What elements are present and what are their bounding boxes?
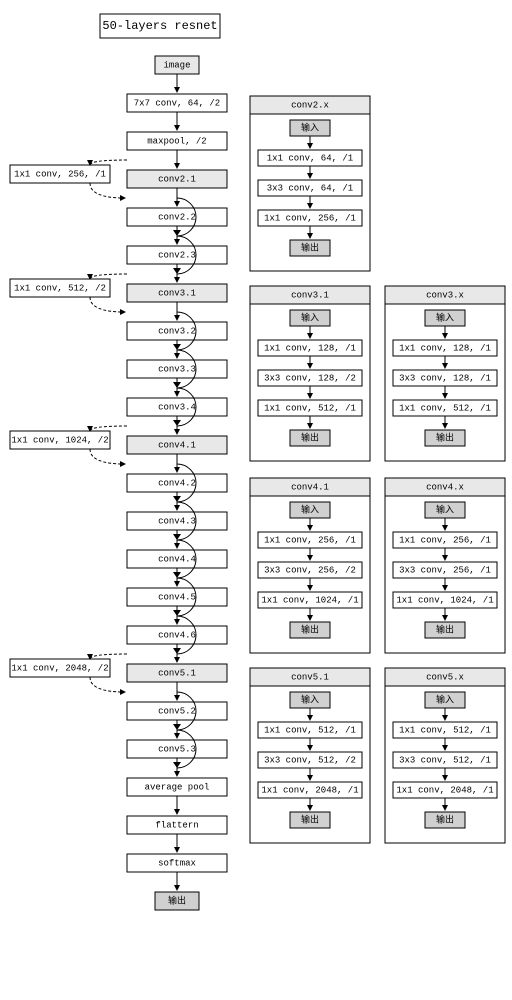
svg-text:3x3 conv, 512, /2: 3x3 conv, 512, /2	[264, 755, 356, 765]
panel-conv5x: conv5.x 输入 1x1 conv, 512, /1 3x3 conv, 5…	[385, 668, 505, 843]
panel-conv41: conv4.1 输入 1x1 conv, 256, /1 3x3 conv, 2…	[250, 478, 370, 653]
svg-text:1x1 conv, 2048, /1: 1x1 conv, 2048, /1	[261, 785, 358, 795]
svg-text:输出: 输出	[301, 623, 319, 635]
svg-text:输出: 输出	[301, 431, 319, 443]
conv2-1	[127, 170, 227, 188]
svg-text:1x1 conv, 512, /1: 1x1 conv, 512, /1	[399, 403, 491, 413]
shortcut-3	[10, 279, 110, 297]
panel-conv51: conv5.1 输入 1x1 conv, 512, /1 3x3 conv, 5…	[250, 668, 370, 843]
svg-text:输入: 输入	[301, 121, 319, 133]
svg-text:3x3 conv, 128, /2: 3x3 conv, 128, /2	[264, 373, 356, 383]
svg-text:conv5.1: conv5.1	[291, 672, 329, 682]
conv5-1	[127, 664, 227, 682]
stem1	[127, 94, 227, 112]
svg-text:1x1 conv, 1024, /1: 1x1 conv, 1024, /1	[261, 595, 358, 605]
svg-text:conv4.1: conv4.1	[291, 482, 329, 492]
svg-text:输入: 输入	[301, 693, 319, 705]
conv2-2	[127, 208, 227, 226]
conv4-2	[127, 474, 227, 492]
svg-text:1x1 conv, 1024, /1: 1x1 conv, 1024, /1	[396, 595, 493, 605]
svg-text:3x3 conv, 256, /1: 3x3 conv, 256, /1	[399, 565, 491, 575]
conv3-2	[127, 322, 227, 340]
svg-text:1x1 conv, 256, /1: 1x1 conv, 256, /1	[264, 535, 356, 545]
softmax	[127, 854, 227, 872]
svg-text:conv5.x: conv5.x	[426, 672, 464, 682]
conv5-2	[127, 702, 227, 720]
avgpool	[127, 778, 227, 796]
conv4-1	[127, 436, 227, 454]
svg-text:输出: 输出	[301, 241, 319, 253]
dash	[90, 654, 127, 659]
panel-conv3x: conv3.x 输入 1x1 conv, 128, /1 3x3 conv, 1…	[385, 286, 505, 461]
shortcut-2	[10, 165, 110, 183]
shortcut-4	[10, 431, 110, 449]
conv4-3	[127, 512, 227, 530]
dash	[90, 426, 127, 431]
svg-text:1x1 conv, 512, /1: 1x1 conv, 512, /1	[264, 725, 356, 735]
svg-text:1x1 conv, 2048, /1: 1x1 conv, 2048, /1	[396, 785, 493, 795]
svg-text:3x3 conv, 256, /2: 3x3 conv, 256, /2	[264, 565, 356, 575]
conv5-3	[127, 740, 227, 758]
resnet-diagram: 50-layers resnet image 7x7 conv, 64, /2 …	[0, 0, 512, 1000]
conv4-4	[127, 550, 227, 568]
svg-text:3x3 conv, 64, /1: 3x3 conv, 64, /1	[267, 183, 353, 193]
svg-text:输入: 输入	[436, 503, 454, 515]
conv3-3	[127, 360, 227, 378]
stem2	[127, 132, 227, 150]
svg-text:1x1 conv, 128, /1: 1x1 conv, 128, /1	[399, 343, 491, 353]
panel-conv4x: conv4.x 输入 1x1 conv, 256, /1 3x3 conv, 2…	[385, 478, 505, 653]
conv3-4	[127, 398, 227, 416]
dash	[90, 160, 127, 165]
svg-text:1x1 conv, 512, /1: 1x1 conv, 512, /1	[399, 725, 491, 735]
conv3-1	[127, 284, 227, 302]
svg-text:conv3.x: conv3.x	[426, 290, 464, 300]
svg-text:输出: 输出	[436, 431, 454, 443]
svg-text:conv3.1: conv3.1	[291, 290, 329, 300]
flatten	[127, 816, 227, 834]
svg-text:1x1 conv, 128, /1: 1x1 conv, 128, /1	[264, 343, 356, 353]
dash	[90, 449, 125, 464]
svg-text:conv4.x: conv4.x	[426, 482, 464, 492]
svg-text:1x1 conv, 512, /1: 1x1 conv, 512, /1	[264, 403, 356, 413]
dash	[90, 297, 125, 312]
dash	[90, 274, 127, 279]
svg-text:输出: 输出	[436, 813, 454, 825]
conv4-5	[127, 588, 227, 606]
title-box	[100, 14, 220, 38]
svg-text:输出: 输出	[301, 813, 319, 825]
panel-conv2x: conv2.x 输入 1x1 conv, 64, /1 3x3 conv, 64…	[250, 96, 370, 271]
svg-text:输入: 输入	[436, 311, 454, 323]
output	[155, 892, 199, 910]
svg-text:输入: 输入	[301, 503, 319, 515]
svg-text:1x1 conv, 64, /1: 1x1 conv, 64, /1	[267, 153, 353, 163]
svg-text:3x3 conv, 128, /1: 3x3 conv, 128, /1	[399, 373, 491, 383]
dash	[90, 677, 125, 692]
image-box	[155, 56, 199, 74]
svg-text:输出: 输出	[436, 623, 454, 635]
svg-text:3x3 conv, 512, /1: 3x3 conv, 512, /1	[399, 755, 491, 765]
svg-text:输入: 输入	[436, 693, 454, 705]
conv4-6	[127, 626, 227, 644]
svg-text:conv2.x: conv2.x	[291, 100, 329, 110]
shortcut-5	[10, 659, 110, 677]
conv2-3	[127, 246, 227, 264]
panel-conv31: conv3.1 输入 1x1 conv, 128, /1 3x3 conv, 1…	[250, 286, 370, 461]
svg-text:1x1 conv, 256, /1: 1x1 conv, 256, /1	[399, 535, 491, 545]
svg-text:输入: 输入	[301, 311, 319, 323]
dash	[90, 183, 125, 198]
svg-text:1x1 conv, 256, /1: 1x1 conv, 256, /1	[264, 213, 356, 223]
